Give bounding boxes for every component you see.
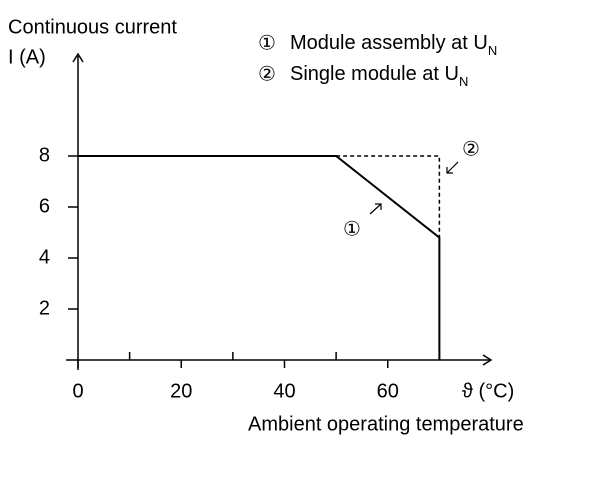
y-tick-label: 6 xyxy=(39,195,50,217)
x-tick-label: 40 xyxy=(273,380,295,402)
y-axis-label: I (A) xyxy=(8,46,46,68)
y-tick-label: 4 xyxy=(39,246,50,268)
annotation-label: ① xyxy=(343,218,361,240)
data-line xyxy=(78,155,441,360)
x-axis-label: Ambient operating temperature xyxy=(248,413,524,435)
legend-label: Module assembly at UN xyxy=(290,32,497,58)
x-tick-label: 20 xyxy=(170,380,192,402)
annotation-arrow xyxy=(369,203,382,215)
y-tick-label: 2 xyxy=(39,297,50,319)
legend-subscript: N xyxy=(459,74,468,89)
legend-label: Single module at UN xyxy=(290,63,468,89)
x-tick-label: 60 xyxy=(377,380,399,402)
legend-name: Single module at U xyxy=(290,63,459,85)
legend-marker: ② xyxy=(258,63,276,85)
y-axis-arrow xyxy=(72,52,84,63)
y-axis-label: Continuous current xyxy=(8,16,177,38)
legend-subscript: N xyxy=(488,43,497,58)
annotation-arrow xyxy=(446,161,459,174)
x-tick-label: 0 xyxy=(72,380,83,402)
x-axis-label: ϑ (°C) xyxy=(462,380,514,402)
data-line xyxy=(336,155,441,238)
annotation-label: ② xyxy=(462,138,480,160)
legend-marker: ① xyxy=(258,32,276,54)
x-axis-arrow xyxy=(482,354,493,366)
legend-name: Module assembly at U xyxy=(290,32,488,54)
y-tick-label: 8 xyxy=(39,144,50,166)
